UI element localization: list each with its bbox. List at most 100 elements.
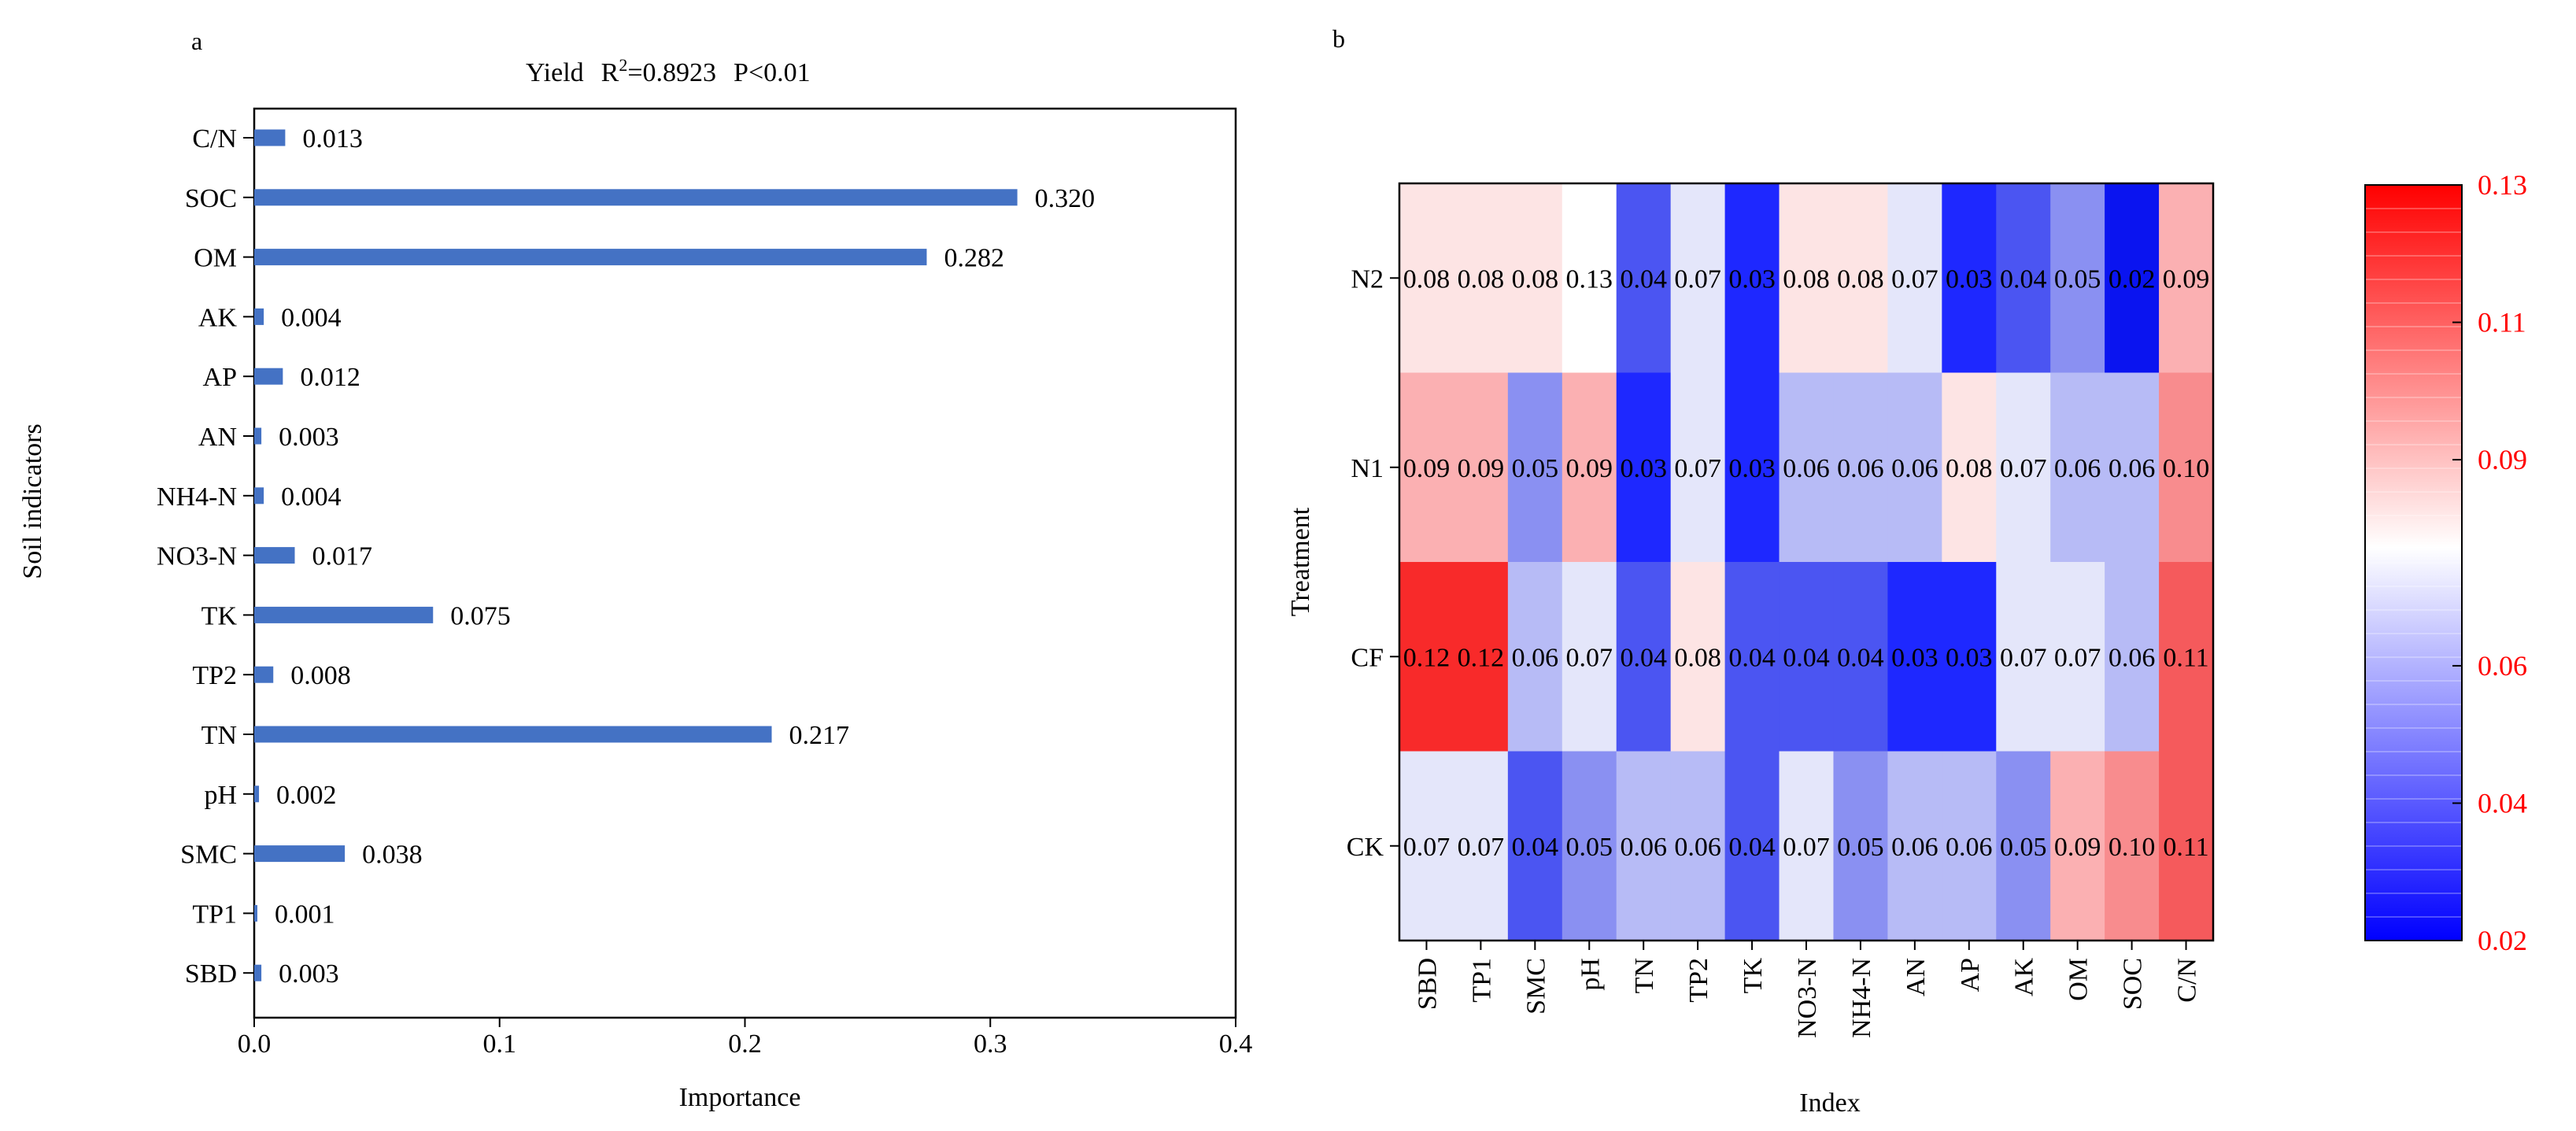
heat-cell <box>1453 183 1509 374</box>
col-label-tn: TN <box>1630 958 1659 993</box>
colorbar-tick-label: 0.06 <box>2478 650 2527 682</box>
heat-cell-value: 0.12 <box>1458 643 1505 672</box>
heat-cell-value: 0.04 <box>1837 643 1884 672</box>
heat-cell-value: 0.03 <box>1946 643 1993 672</box>
col-label-tp2: TP2 <box>1684 958 1713 1003</box>
x-tick-label: 0.1 <box>483 1029 517 1059</box>
heat-cell <box>2050 751 2105 941</box>
heat-cell-value: 0.06 <box>1512 643 1559 672</box>
bar-c-n <box>254 129 286 146</box>
heat-cell <box>1942 562 1997 752</box>
bar-smc <box>254 845 346 863</box>
heat-cell <box>1399 183 1454 374</box>
heat-cell-value: 0.07 <box>1891 264 1938 294</box>
heat-cell <box>1942 372 1997 563</box>
heat-cell-value: 0.07 <box>1674 454 1721 483</box>
bar-tk <box>254 606 434 623</box>
heat-cell-value: 0.05 <box>1566 833 1613 862</box>
y-tick-label-smc: SMC <box>180 841 237 870</box>
heat-cell <box>1453 372 1509 563</box>
title-prefix: Yield <box>526 58 584 87</box>
bar-om <box>254 249 927 266</box>
heat-cell <box>1833 183 1888 374</box>
value-label-om: 0.282 <box>944 244 1004 273</box>
bar-an <box>254 427 262 445</box>
heat-cell-value: 0.06 <box>1620 833 1667 862</box>
heat-cell-value: 0.04 <box>1512 833 1559 862</box>
row-label-n1: N1 <box>1351 454 1384 483</box>
heat-cell-value: 0.05 <box>1837 833 1884 862</box>
heat-cell-value: 0.03 <box>1620 454 1667 483</box>
heat-cell <box>1942 183 1997 374</box>
title-r: R <box>601 58 619 87</box>
heat-cell-value: 0.05 <box>2000 833 2047 862</box>
heat-cell-value: 0.03 <box>1891 643 1938 672</box>
x-tick-label: 0.3 <box>974 1029 1007 1059</box>
col-label-smc: SMC <box>1521 958 1550 1015</box>
heat-cell-value: 0.06 <box>1946 833 1993 862</box>
value-label-ap: 0.012 <box>300 363 360 392</box>
heat-cell-value: 0.04 <box>1620 643 1667 672</box>
heat-cell-value: 0.09 <box>1458 454 1505 483</box>
value-label-an: 0.003 <box>279 423 339 452</box>
heat-cell <box>1887 372 1942 563</box>
heat-cell <box>1616 183 1672 374</box>
value-label-no3-n: 0.017 <box>312 542 373 571</box>
y-tick-label-tk: TK <box>201 601 238 630</box>
heat-cell <box>1670 183 1726 374</box>
col-label-an: AN <box>1902 958 1931 996</box>
heat-cell-value: 0.03 <box>1728 264 1776 294</box>
heat-cell <box>2050 372 2105 563</box>
heat-cell <box>1887 751 1942 941</box>
panel-a-label: a <box>191 27 202 55</box>
heat-cell-value: 0.09 <box>2163 264 2210 294</box>
heat-cell <box>1833 751 1888 941</box>
col-label-nh4-n: NH4-N <box>1847 958 1876 1038</box>
panel-a-title: Yield R2=0.8923 P<0.01 <box>526 55 811 87</box>
value-label-smc: 0.038 <box>362 841 423 870</box>
heat-cell <box>1887 562 1942 752</box>
heat-cell <box>1561 372 1617 563</box>
heat-cell <box>1507 562 1563 752</box>
panel-a-ylabel: Soil indicators <box>18 423 47 578</box>
col-label-tp1: TP1 <box>1467 958 1496 1003</box>
heat-cell <box>1561 183 1617 374</box>
heat-cell <box>1779 751 1835 941</box>
heat-cell-value: 0.08 <box>1674 643 1721 672</box>
heat-cell <box>2050 183 2105 374</box>
heat-cell-value: 0.11 <box>2163 833 2208 862</box>
col-label-ap: AP <box>1956 958 1985 992</box>
colorbar-gradient <box>2365 185 2462 941</box>
heat-cell-value: 0.06 <box>1674 833 1721 862</box>
heat-cell-value: 0.04 <box>1728 643 1776 672</box>
heat-cell <box>1399 372 1454 563</box>
col-label-ph: pH <box>1576 958 1605 991</box>
row-label-n2: N2 <box>1351 264 1384 294</box>
heat-cell-value: 0.04 <box>1783 643 1830 672</box>
heat-cell-value: 0.02 <box>2108 264 2156 294</box>
heat-cell-value: 0.07 <box>1403 833 1451 862</box>
heat-cell <box>1399 562 1454 752</box>
panel-a-bar-chart: a Yield R2=0.8923 P<0.01 C/N SOC OM AK AP AN NH4… <box>18 27 1252 1112</box>
value-label-tk: 0.075 <box>450 601 511 630</box>
heat-cell <box>1887 183 1942 374</box>
y-tick-label-tn: TN <box>201 721 237 750</box>
heat-cell <box>1399 751 1454 941</box>
heat-cell-value: 0.12 <box>1403 643 1451 672</box>
heat-cell <box>1996 751 2051 941</box>
value-label-c-n: 0.013 <box>302 124 363 153</box>
heat-cell <box>2159 183 2214 374</box>
heat-cell-value: 0.08 <box>1458 264 1505 294</box>
heat-cell <box>1561 562 1617 752</box>
row-label-ck: CK <box>1347 833 1384 862</box>
bar-no3-n <box>254 547 295 564</box>
heat-cell-value: 0.06 <box>2108 643 2156 672</box>
value-label-soc: 0.320 <box>1035 184 1096 213</box>
x-tick-label: 0.4 <box>1219 1029 1253 1059</box>
heat-cell-value: 0.07 <box>1674 264 1721 294</box>
heat-cell-value: 0.07 <box>2054 643 2101 672</box>
heat-cell <box>1670 751 1726 941</box>
y-tick-label-soc: SOC <box>185 184 237 213</box>
col-label-soc: SOC <box>2119 958 2148 1010</box>
bar-tp2 <box>254 666 274 683</box>
